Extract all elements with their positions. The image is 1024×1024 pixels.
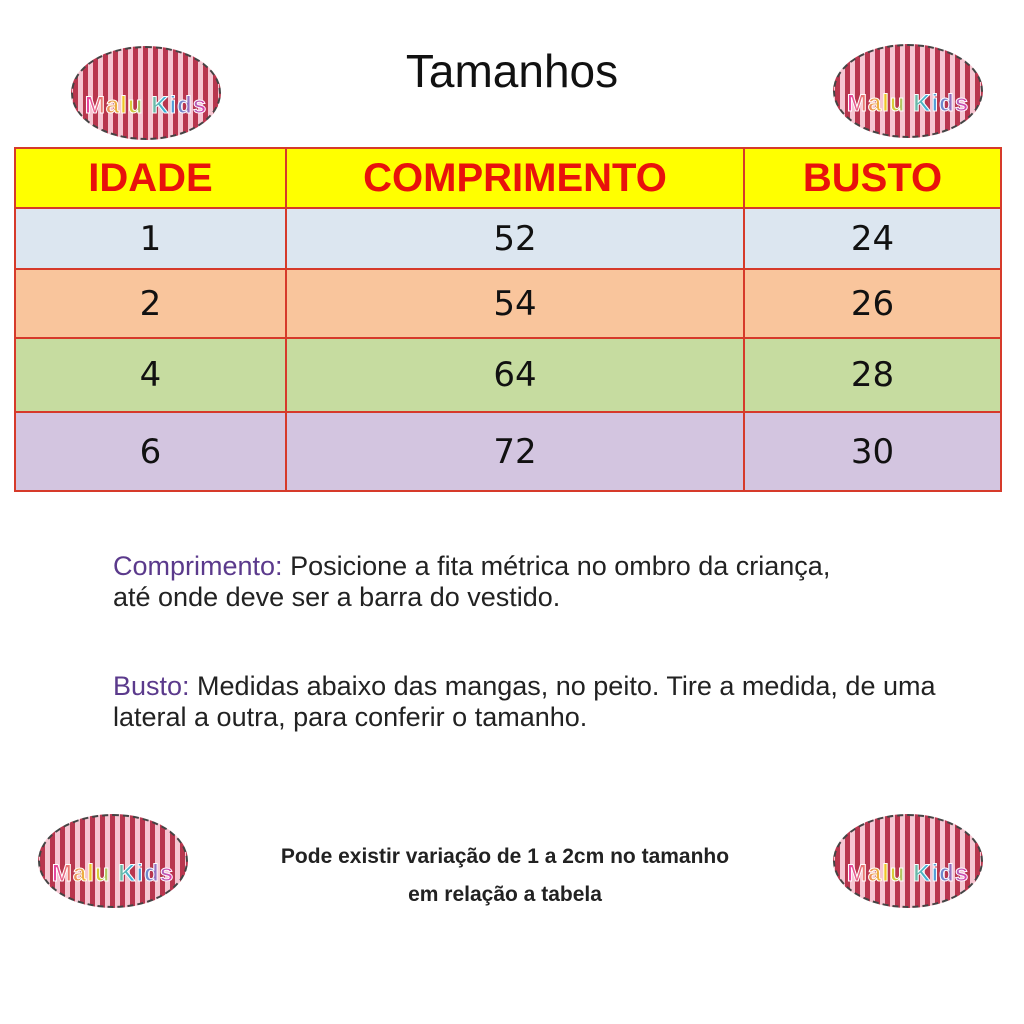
header-busto: BUSTO [743, 147, 1002, 209]
cell-idade: 2 [14, 268, 287, 339]
cell-busto: 24 [743, 207, 1002, 270]
table-row: 2 54 26 [14, 268, 1002, 339]
busto-note: Busto: Medidas abaixo das mangas, no pei… [113, 671, 936, 732]
size-table: IDADE COMPRIMENTO BUSTO 1 52 24 2 54 26 4 64 2… [14, 147, 1002, 492]
table-row: 6 72 30 [14, 411, 1002, 492]
comprimento-note: Comprimento: Posicione a fita métrica no… [113, 551, 831, 612]
table-header-row: IDADE COMPRIMENTO BUSTO [14, 147, 1002, 209]
header-idade: IDADE [14, 147, 287, 209]
malu-kids-logo: Malu Kids [71, 46, 221, 140]
cell-comprimento: 64 [285, 337, 745, 413]
cell-idade: 6 [14, 411, 287, 492]
cell-comprimento: 72 [285, 411, 745, 492]
page-title: Tamanhos [405, 45, 619, 97]
cell-idade: 4 [14, 337, 287, 413]
cell-busto: 28 [743, 337, 1002, 413]
cell-comprimento: 52 [285, 207, 745, 270]
cell-busto: 30 [743, 411, 1002, 492]
variation-disclaimer: Pode existir variação de 1 a 2cm no tama… [280, 845, 730, 906]
header-comprimento: COMPRIMENTO [285, 147, 745, 209]
table-row: 4 64 28 [14, 337, 1002, 413]
malu-kids-logo: Malu Kids [38, 814, 188, 908]
table-row: 1 52 24 [14, 207, 1002, 270]
cell-busto: 26 [743, 268, 1002, 339]
malu-kids-logo: Malu Kids [833, 44, 983, 138]
cell-idade: 1 [14, 207, 287, 270]
cell-comprimento: 54 [285, 268, 745, 339]
malu-kids-logo: Malu Kids [833, 814, 983, 908]
